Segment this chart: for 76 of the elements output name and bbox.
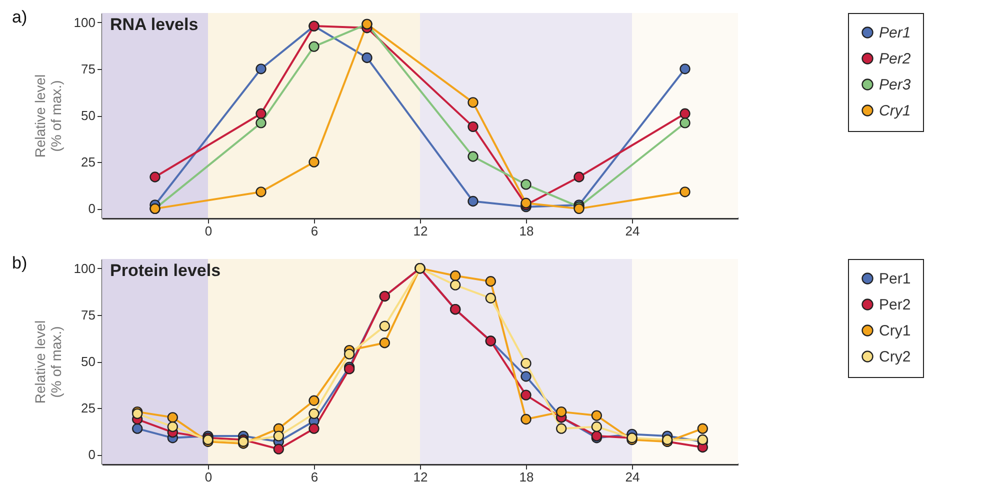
x-tick-label: 12 — [413, 224, 428, 238]
legend-label: Per1 — [879, 270, 911, 288]
point — [520, 358, 532, 369]
point — [680, 186, 690, 198]
point — [468, 196, 478, 207]
point — [256, 186, 266, 198]
point — [150, 172, 160, 182]
chart-title: Protein levels — [110, 261, 221, 280]
legend-label: Cry1 — [879, 102, 911, 120]
x-tick-label: 6 — [310, 224, 318, 238]
point — [308, 41, 320, 52]
point — [680, 64, 690, 74]
text: a) — [12, 8, 28, 26]
point — [308, 423, 320, 434]
point — [520, 179, 532, 190]
point — [308, 395, 320, 406]
y-axis-title: Relative level (% of max.) — [32, 74, 64, 158]
x-tick-label: 24 — [625, 470, 640, 484]
point — [468, 121, 478, 132]
point — [680, 118, 690, 128]
y-tick-label: 75 — [81, 61, 96, 76]
y-tick-label: 100 — [74, 14, 96, 30]
legend-label: Per2 — [879, 50, 912, 68]
x-tick-label: 12 — [413, 470, 428, 484]
legend-label: Per3 — [879, 76, 912, 94]
legend-label: Per1 — [879, 24, 911, 42]
point — [256, 118, 266, 128]
legend-label: Cry2 — [879, 348, 911, 366]
point — [556, 406, 567, 418]
point — [697, 423, 708, 434]
y-tick-label: 50 — [81, 108, 96, 123]
legend-label: Per2 — [879, 296, 911, 314]
chart-title: RNA levels — [110, 15, 198, 34]
x-tick-label: 24 — [625, 224, 640, 238]
y-tick-label: 0 — [88, 447, 96, 462]
point — [485, 276, 496, 287]
y-tick-label: 25 — [81, 154, 96, 170]
point — [591, 421, 602, 432]
point — [574, 172, 584, 182]
x-tick-label: 18 — [519, 470, 534, 484]
y-axis-title: Relative level (% of max.) — [32, 320, 64, 404]
y-tick-label: 100 — [74, 260, 96, 276]
point — [362, 52, 372, 64]
point — [256, 108, 266, 119]
point — [680, 108, 690, 119]
point — [308, 408, 320, 420]
y-tick-label: 75 — [81, 307, 96, 322]
point — [591, 410, 602, 421]
point — [273, 444, 284, 454]
y-tick-label: 50 — [81, 354, 96, 369]
point — [167, 412, 178, 423]
point — [379, 320, 390, 332]
point — [450, 270, 461, 282]
point — [468, 97, 478, 108]
point — [556, 423, 567, 434]
x-tick-label: 0 — [204, 224, 212, 238]
y-tick-label: 25 — [81, 400, 96, 416]
point — [256, 64, 266, 74]
point — [450, 280, 461, 290]
x-tick-label: 18 — [519, 224, 534, 238]
legend-label: Cry1 — [879, 322, 911, 340]
point — [485, 292, 496, 304]
point — [132, 423, 143, 434]
y-tick-label: 0 — [88, 201, 96, 216]
point — [520, 414, 532, 425]
point — [468, 151, 478, 162]
point — [520, 371, 532, 382]
point — [273, 430, 284, 442]
point — [167, 421, 178, 432]
point — [379, 338, 390, 348]
point — [308, 156, 320, 168]
point — [520, 390, 532, 400]
point — [344, 348, 355, 360]
x-tick-label: 0 — [204, 470, 212, 484]
text: b) — [12, 254, 28, 272]
x-tick-label: 6 — [310, 470, 318, 484]
